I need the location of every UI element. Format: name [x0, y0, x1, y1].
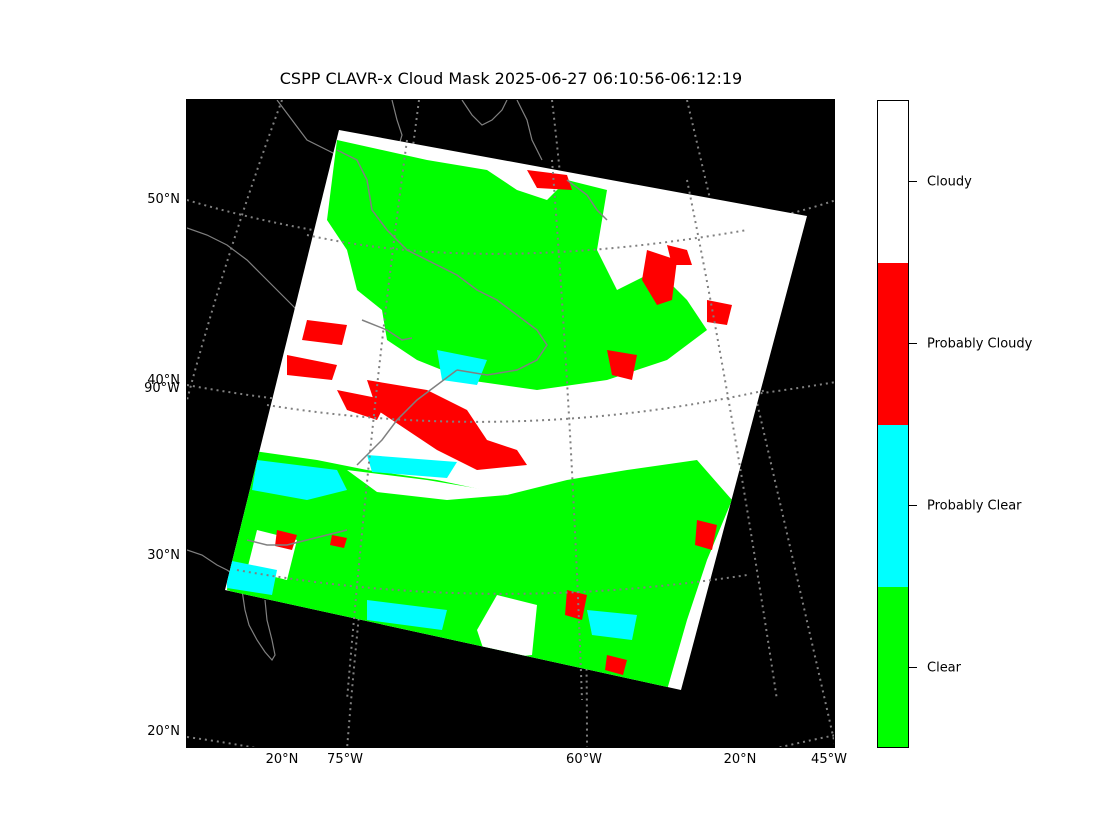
lat-label-40n: 40°N	[147, 373, 180, 388]
colorbar	[877, 100, 909, 748]
map-canvas	[187, 100, 834, 747]
colorbar-tick	[909, 181, 917, 182]
colorbar-cloudy	[878, 101, 908, 263]
colorbar-clear	[878, 587, 908, 747]
colorbar-label-cloudy: Cloudy	[927, 174, 972, 190]
graticule-inside	[236, 139, 778, 701]
lat-label-20n: 20°N	[147, 724, 180, 739]
lat-label-50n: 50°N	[147, 192, 180, 207]
lon-label-60w: 60°W	[566, 752, 602, 767]
cloud-mask-map	[186, 99, 835, 748]
colorbar-label-probably-clear: Probably Clear	[927, 498, 1022, 514]
lon-label-45w: 45°W	[811, 752, 847, 767]
colorbar-label-probably-cloudy: Probably Cloudy	[927, 336, 1033, 352]
colorbar-tick	[909, 505, 917, 506]
coastlines	[187, 100, 543, 662]
lon-label-bottom-4: 20°N	[723, 752, 757, 767]
colorbar-label-clear: Clear	[927, 660, 961, 676]
cloud-mask-data	[227, 140, 732, 690]
coastlines-inside	[246, 149, 608, 546]
colorbar-tick	[909, 667, 917, 668]
lon-label-75w: 75°W	[327, 752, 363, 767]
colorbar-probably-clear	[878, 425, 908, 587]
colorbar-tick	[909, 343, 917, 344]
map-title: CSPP CLAVR-x Cloud Mask 2025-06-27 06:10…	[279, 69, 743, 88]
lon-label-90w: 90°W	[144, 381, 180, 396]
lon-label-bottom-1: 20°N	[265, 752, 299, 767]
lat-label-30n: 30°N	[147, 548, 180, 563]
colorbar-probably-cloudy	[878, 263, 908, 425]
